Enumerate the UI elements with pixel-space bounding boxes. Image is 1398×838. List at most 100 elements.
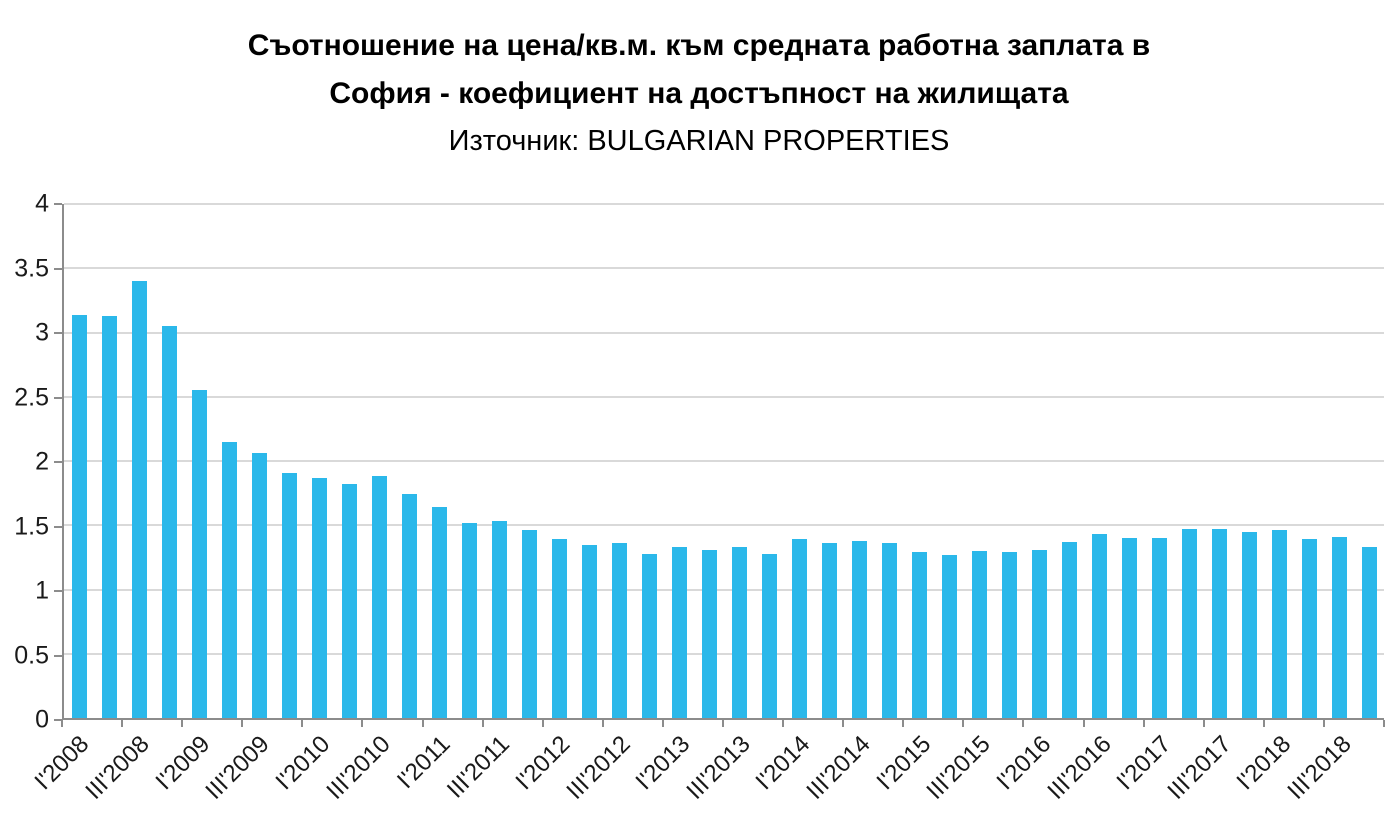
bar	[1151, 538, 1167, 718]
y-axis-tick-mark	[54, 461, 62, 463]
bar	[761, 553, 777, 718]
y-axis-tick-label: 3	[35, 318, 49, 347]
chart-source-line: Източник: BULGARIAN PROPERTIES	[448, 125, 950, 157]
bar	[161, 326, 177, 718]
x-axis-tick-mark	[722, 720, 724, 727]
x-axis-tick-mark	[481, 720, 484, 727]
bar	[1271, 530, 1287, 718]
bar-slot	[304, 204, 334, 718]
bar-slot	[1234, 204, 1264, 718]
bar-slot	[1024, 204, 1054, 718]
bar	[1241, 531, 1257, 718]
bar	[1061, 541, 1077, 718]
bar	[611, 543, 627, 718]
bar-slot	[514, 204, 544, 718]
x-axis-tick-mark	[1262, 720, 1265, 727]
y-axis-tick-label: 1.5	[14, 512, 49, 540]
bar	[251, 453, 267, 718]
bar	[1121, 538, 1137, 718]
x-axis-tick-label: III'2011	[442, 730, 516, 804]
bar	[71, 314, 87, 718]
bar	[101, 315, 117, 718]
bar-slot	[424, 204, 454, 718]
x-axis-tick-mark	[421, 720, 424, 727]
bar-chart: 0 0.5 1 1.5 2 2.5 3 3.5 4 I'2008 III'2008 I'2009 II…	[10, 191, 1385, 838]
x-axis-tick-label: III'2018	[1282, 730, 1357, 805]
bar	[911, 552, 927, 718]
bar	[851, 540, 867, 718]
x-axis-tick-mark	[1142, 720, 1145, 727]
bar-slot	[214, 204, 244, 718]
bar-slot	[64, 204, 94, 718]
bar	[1091, 534, 1107, 718]
bar	[641, 553, 657, 718]
gridline	[64, 588, 1384, 591]
y-axis-tick-mark	[54, 719, 62, 721]
bar-slot	[844, 204, 874, 718]
bar-slot	[1084, 204, 1114, 718]
bar-slot	[994, 204, 1024, 718]
x-axis-tick-label: III'2017	[1162, 730, 1237, 805]
x-axis-tick-label: III'2010	[320, 730, 396, 805]
bar	[671, 547, 687, 718]
bar	[1031, 549, 1047, 718]
x-axis-tick-mark	[121, 720, 124, 727]
bar-slot	[784, 204, 814, 718]
bar	[1211, 529, 1227, 718]
bar	[881, 543, 897, 718]
bar-slot	[904, 204, 934, 718]
bar-slot	[334, 204, 364, 718]
bar	[821, 543, 837, 718]
bar	[701, 549, 717, 718]
y-axis-tick-mark	[54, 203, 62, 205]
bar-slot	[934, 204, 964, 718]
x-axis-tick-mark	[782, 720, 785, 727]
bar	[221, 441, 237, 718]
bar-slot	[1294, 204, 1324, 718]
y-axis: 0 0.5 1 1.5 2 2.5 3 3.5 4	[10, 191, 62, 732]
x-axis-tick-mark	[1383, 720, 1385, 727]
bar-slot	[394, 204, 424, 718]
bar-slot	[724, 204, 754, 718]
x-axis-tick-mark	[1082, 720, 1085, 727]
plot-column: I'2008 III'2008 I'2009 III'2009 I'2010 III'20…	[30, 203, 1385, 838]
y-axis-tick-mark	[54, 267, 62, 270]
bar	[941, 554, 957, 718]
bar-slot	[664, 204, 694, 718]
gridline	[64, 331, 1384, 334]
x-axis: I'2008 III'2008 I'2009 III'2009 I'2010 III'20…	[30, 720, 1385, 838]
x-axis-tick-mark	[601, 720, 604, 727]
bar-slot	[94, 204, 124, 718]
bar	[1331, 536, 1347, 718]
bar-slot	[154, 204, 184, 718]
bar	[521, 530, 537, 718]
bar	[551, 539, 567, 718]
chart-title-line-1: Съотношение на цена/кв.м. към средната р…	[247, 29, 1151, 62]
bar	[1301, 539, 1317, 718]
bar	[731, 547, 747, 718]
gridline	[64, 395, 1384, 398]
bar-slot	[184, 204, 214, 718]
bar-slot	[574, 204, 604, 718]
bar-slot	[124, 204, 154, 718]
y-axis-tick-mark	[54, 396, 62, 399]
x-axis-tick-mark	[181, 720, 184, 727]
x-axis-tick-mark	[541, 720, 544, 727]
bar	[581, 544, 597, 718]
bar-slot	[1144, 204, 1174, 718]
x-axis-tick-mark	[361, 720, 364, 727]
bar	[401, 494, 417, 718]
bar-slot	[694, 204, 724, 718]
x-axis-tick-mark	[902, 720, 905, 727]
bar	[281, 472, 297, 718]
bar-slot	[1114, 204, 1144, 718]
x-axis-tick-mark	[1322, 720, 1325, 727]
bar	[431, 507, 447, 718]
gridline	[64, 267, 1384, 270]
bar-slot	[754, 204, 784, 718]
bar-slot	[454, 204, 484, 718]
bar	[371, 476, 387, 718]
y-axis-tick-label: 2	[35, 447, 49, 476]
gridline	[64, 652, 1384, 655]
bar-slot	[1174, 204, 1204, 718]
